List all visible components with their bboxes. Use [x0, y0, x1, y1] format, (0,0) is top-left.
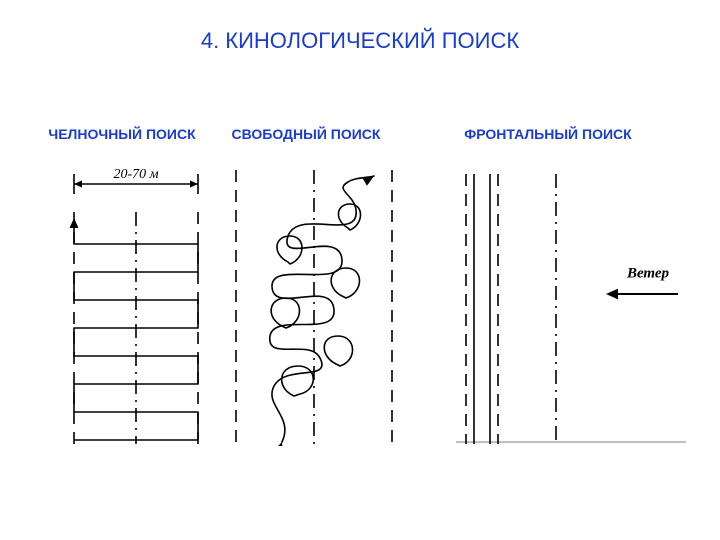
subtitle-free: СВОБОДНЫЙ ПОИСК	[206, 126, 406, 142]
subtitle-shuttle: ЧЕЛНОЧНЫЙ ПОИСК	[32, 126, 212, 142]
figure-shuttle-search: 20-70 м	[56, 166, 216, 446]
page-title: 4. КИНОЛОГИЧЕСКИЙ ПОИСК	[0, 28, 720, 54]
wind-label: Ветер	[626, 265, 670, 281]
figure-frontal-search: Ветер	[456, 166, 686, 446]
figure-free-search	[224, 166, 404, 446]
subtitle-frontal: ФРОНТАЛЬНЫЙ ПОИСК	[438, 126, 658, 142]
dimension-label: 20-70 м	[113, 167, 158, 182]
